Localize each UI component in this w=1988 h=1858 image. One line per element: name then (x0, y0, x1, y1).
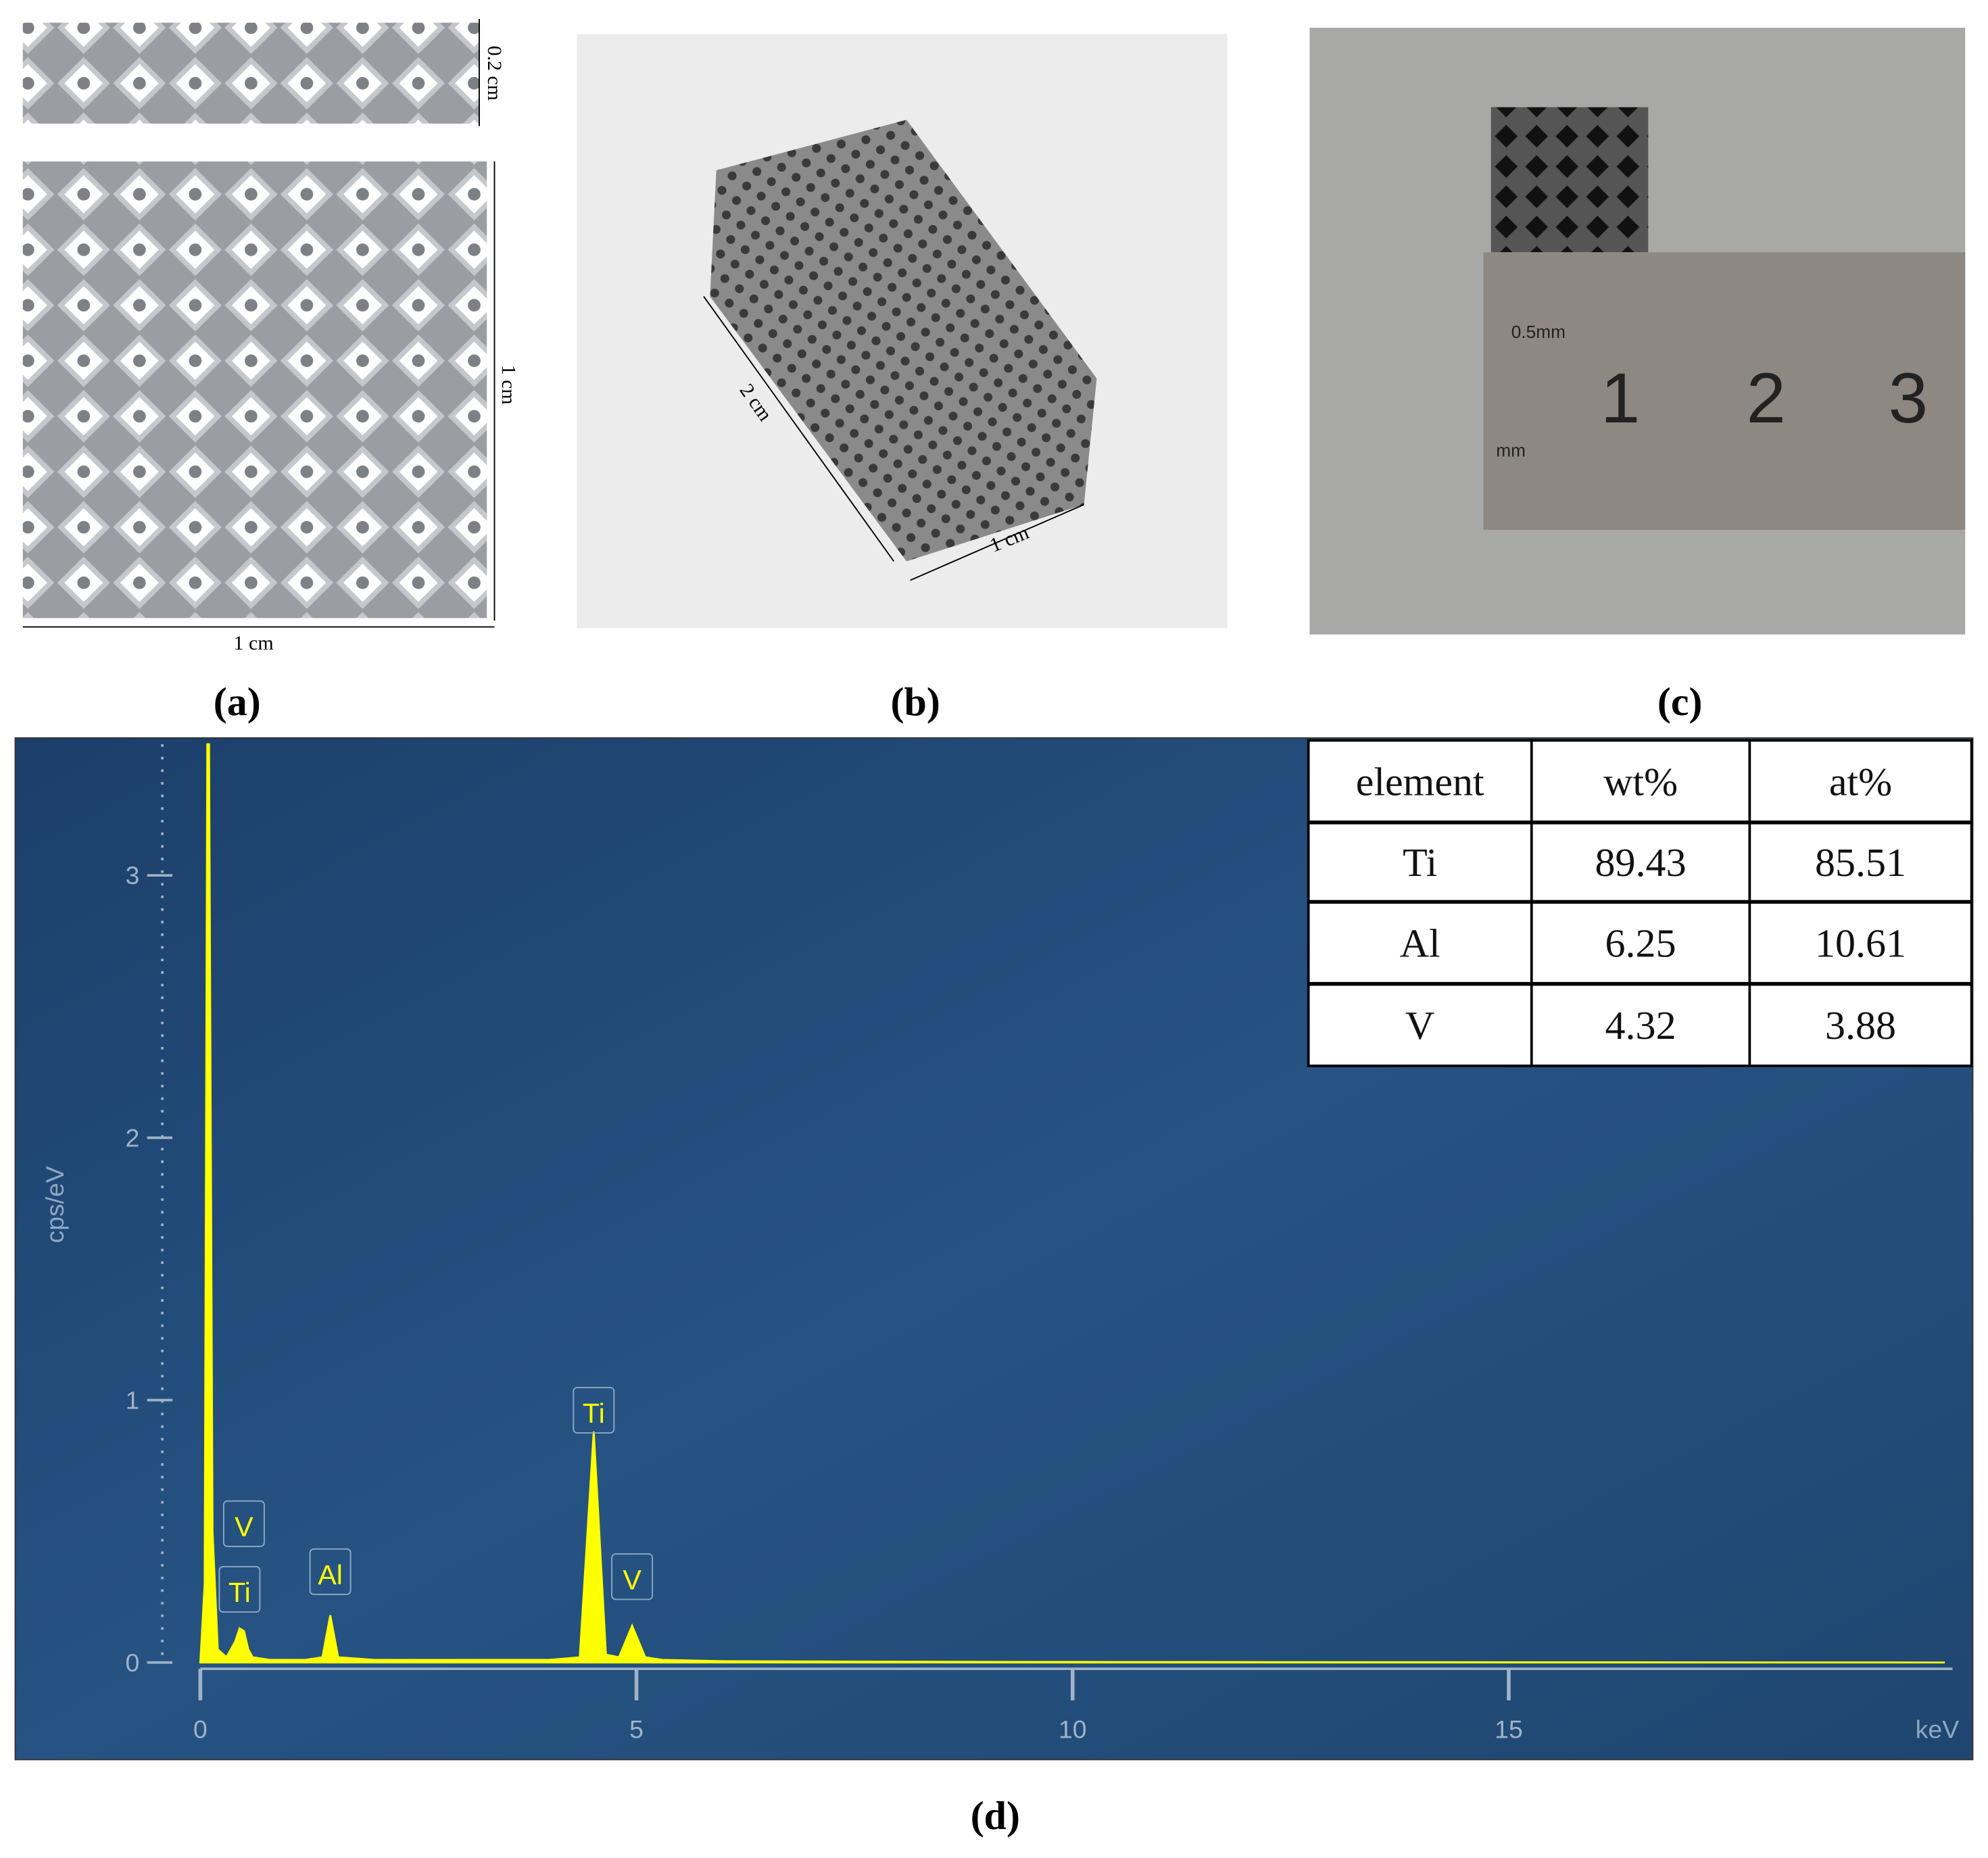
table-cell: wt% (1603, 760, 1678, 804)
table-cell: 10.61 (1815, 921, 1906, 966)
table-cell: 89.43 (1595, 840, 1687, 885)
table-cell: Ti (1403, 840, 1437, 885)
peak-label: V (235, 1511, 253, 1542)
dim-line (703, 296, 895, 562)
ruler-number: 2 (1747, 359, 1786, 438)
spectrum (199, 743, 1945, 1664)
ruler-text: 0.5mm (1511, 322, 1566, 342)
table-cell: Al (1400, 921, 1440, 966)
table-cell: at% (1829, 760, 1892, 804)
panel-label: (d) (971, 1793, 1020, 1838)
spectrum-chart: 0 1 2 3 0 5 10 15 V Ti Al Ti V (125, 743, 1953, 1744)
lattice-sample (1490, 107, 1649, 253)
table-cell: 4.32 (1605, 1003, 1676, 1048)
peak-label-box (222, 1500, 265, 1547)
ruler-number: 1 (1601, 359, 1640, 438)
dimension: 1 cm (498, 365, 520, 405)
lattice-sample (710, 120, 1097, 562)
peak-label: Ti (228, 1577, 251, 1608)
dimension: 1 cm (234, 632, 274, 654)
ruler (1483, 252, 1966, 530)
y-tick-label: 2 (125, 1124, 139, 1152)
dimension: 0.2 cm (483, 46, 506, 101)
lattice-top (22, 161, 487, 618)
peak-label: Ti (583, 1398, 605, 1429)
table-cell: element (1356, 760, 1484, 804)
composition-table: element wt% at% Ti 89.43 85.51 Al 6.25 10.61 V 4.3… (1307, 739, 1973, 1067)
panel-a: 0.2 cm 1 cm 1 cm (a) (22, 18, 520, 724)
table-cell: 85.51 (1815, 840, 1906, 885)
y-tick-label: 1 (125, 1386, 139, 1415)
y-axis-label: cps/eV (41, 1166, 69, 1243)
panel-label: (a) (214, 679, 261, 724)
y-tick-label: 3 (125, 861, 139, 889)
x-axis-label: keV (1916, 1715, 1960, 1744)
peak-label: Al (318, 1559, 343, 1590)
peak-label-box (611, 1553, 654, 1600)
y-tick-label: 0 (125, 1648, 139, 1677)
table-cell: 3.88 (1825, 1003, 1896, 1048)
dim-line (910, 504, 1085, 581)
x-tick-label: 15 (1495, 1715, 1523, 1744)
panel-label: (b) (891, 679, 940, 724)
panel-b: 2 cm 1 cm (b) (577, 34, 1228, 724)
peak-label-box (218, 1565, 261, 1613)
x-tick-label: 5 (629, 1715, 644, 1744)
peak-label-box (309, 1548, 351, 1595)
ruler-number: 3 (1889, 359, 1928, 438)
panel-c: 0.5mm 1 2 3 mm (c) (1309, 28, 1966, 724)
panel-label: (c) (1657, 679, 1703, 724)
ruler-text: mm (1496, 441, 1526, 461)
table-cell: V (1405, 1003, 1434, 1048)
x-tick-label: 10 (1059, 1715, 1087, 1744)
x-tick-label: 0 (193, 1715, 208, 1744)
table-cell: 6.25 (1605, 921, 1676, 966)
peak-label-box (573, 1386, 615, 1434)
lattice-side (22, 22, 479, 124)
peak-label: V (623, 1565, 641, 1596)
